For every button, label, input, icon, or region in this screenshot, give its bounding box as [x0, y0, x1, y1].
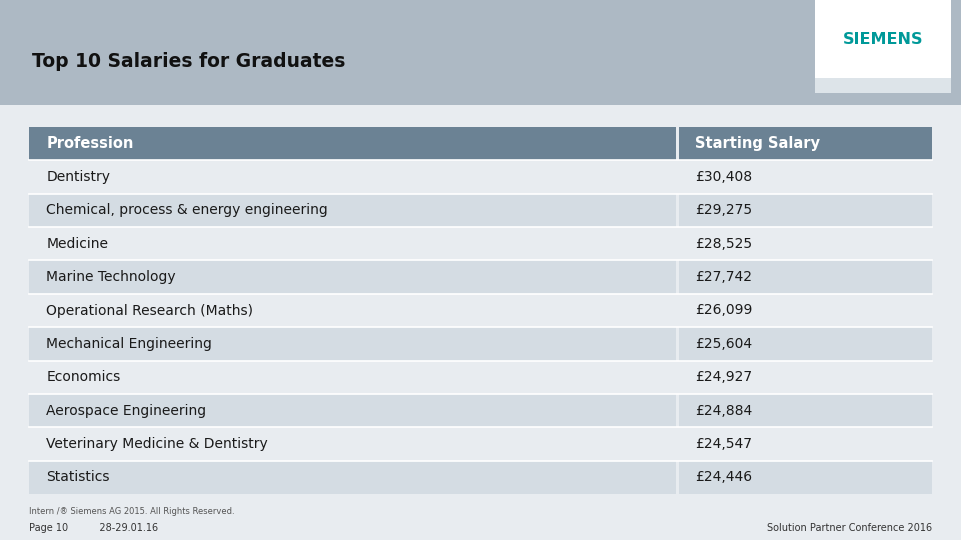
Text: Dentistry: Dentistry — [46, 170, 111, 184]
Text: Veterinary Medicine & Dentistry: Veterinary Medicine & Dentistry — [46, 437, 268, 451]
Text: Page 10          28-29.01.16: Page 10 28-29.01.16 — [29, 523, 158, 533]
FancyBboxPatch shape — [679, 394, 932, 427]
Text: £25,604: £25,604 — [695, 337, 752, 351]
FancyBboxPatch shape — [29, 260, 676, 294]
FancyBboxPatch shape — [29, 461, 676, 494]
Text: £26,099: £26,099 — [695, 303, 752, 318]
Text: £24,446: £24,446 — [695, 470, 752, 484]
FancyBboxPatch shape — [679, 461, 932, 494]
FancyBboxPatch shape — [679, 427, 932, 461]
FancyBboxPatch shape — [679, 160, 932, 194]
Text: £24,547: £24,547 — [695, 437, 752, 451]
Text: Solution Partner Conference 2016: Solution Partner Conference 2016 — [767, 523, 932, 533]
FancyBboxPatch shape — [29, 427, 676, 461]
FancyBboxPatch shape — [29, 327, 676, 361]
Text: Starting Salary: Starting Salary — [695, 136, 820, 151]
Text: Profession: Profession — [46, 136, 134, 151]
Text: £24,927: £24,927 — [695, 370, 752, 384]
Text: Top 10 Salaries for Graduates: Top 10 Salaries for Graduates — [32, 52, 345, 71]
FancyBboxPatch shape — [29, 294, 676, 327]
Text: Chemical, process & energy engineering: Chemical, process & energy engineering — [46, 204, 328, 218]
FancyBboxPatch shape — [29, 361, 676, 394]
FancyBboxPatch shape — [29, 227, 676, 260]
FancyBboxPatch shape — [679, 294, 932, 327]
Text: Aerospace Engineering: Aerospace Engineering — [46, 403, 207, 417]
FancyBboxPatch shape — [679, 361, 932, 394]
FancyBboxPatch shape — [679, 194, 932, 227]
Text: SIEMENS: SIEMENS — [843, 32, 924, 46]
FancyBboxPatch shape — [679, 327, 932, 361]
Text: Intern /® Siemens AG 2015. All Rights Reserved.: Intern /® Siemens AG 2015. All Rights Re… — [29, 508, 234, 516]
Text: £30,408: £30,408 — [695, 170, 752, 184]
Text: Economics: Economics — [46, 370, 120, 384]
Text: Mechanical Engineering: Mechanical Engineering — [46, 337, 212, 351]
Text: £29,275: £29,275 — [695, 204, 752, 218]
FancyBboxPatch shape — [679, 227, 932, 260]
Text: Marine Technology: Marine Technology — [46, 270, 176, 284]
Text: Medicine: Medicine — [46, 237, 109, 251]
FancyBboxPatch shape — [29, 394, 676, 427]
FancyBboxPatch shape — [679, 260, 932, 294]
Text: £28,525: £28,525 — [695, 237, 752, 251]
FancyBboxPatch shape — [815, 78, 951, 93]
FancyBboxPatch shape — [815, 0, 951, 78]
Text: Statistics: Statistics — [46, 470, 110, 484]
FancyBboxPatch shape — [0, 105, 961, 540]
Text: Operational Research (Maths): Operational Research (Maths) — [46, 303, 253, 318]
FancyBboxPatch shape — [29, 127, 676, 160]
FancyBboxPatch shape — [679, 127, 932, 160]
FancyBboxPatch shape — [29, 160, 676, 194]
Text: £27,742: £27,742 — [695, 270, 752, 284]
Text: £24,884: £24,884 — [695, 403, 752, 417]
FancyBboxPatch shape — [29, 194, 676, 227]
